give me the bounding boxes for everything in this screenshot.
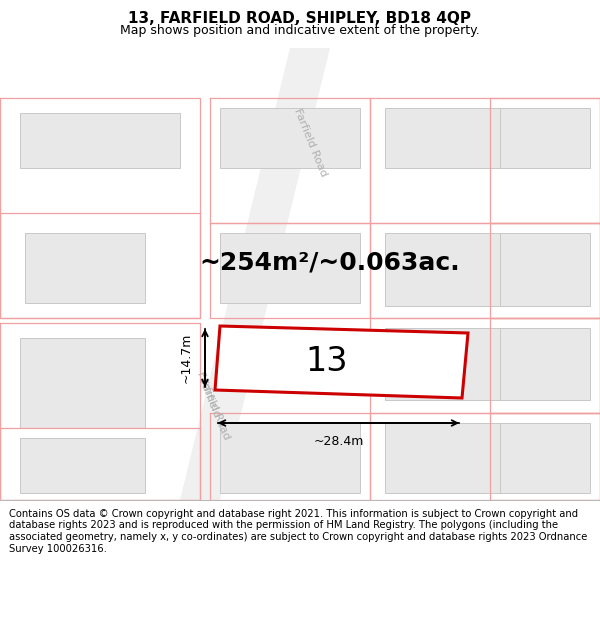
- Polygon shape: [500, 233, 590, 306]
- Text: Farfield r...: Farfield r...: [197, 377, 229, 435]
- Polygon shape: [220, 233, 360, 303]
- Polygon shape: [220, 423, 360, 493]
- Text: Map shows position and indicative extent of the property.: Map shows position and indicative extent…: [120, 24, 480, 38]
- Polygon shape: [20, 438, 145, 493]
- Polygon shape: [385, 423, 505, 493]
- Text: Farfield Road: Farfield Road: [292, 107, 328, 179]
- Polygon shape: [500, 328, 590, 400]
- Polygon shape: [500, 108, 590, 168]
- Polygon shape: [385, 108, 505, 168]
- Polygon shape: [25, 233, 145, 303]
- Polygon shape: [385, 328, 505, 400]
- Polygon shape: [220, 108, 360, 168]
- Text: Farfield Road: Farfield Road: [195, 371, 231, 441]
- Polygon shape: [20, 338, 145, 428]
- Polygon shape: [385, 233, 505, 306]
- Text: ~14.7m: ~14.7m: [180, 332, 193, 383]
- Polygon shape: [500, 423, 590, 493]
- Polygon shape: [180, 48, 330, 500]
- Polygon shape: [20, 113, 180, 168]
- Text: Contains OS data © Crown copyright and database right 2021. This information is : Contains OS data © Crown copyright and d…: [9, 509, 587, 554]
- Text: 13, FARFIELD ROAD, SHIPLEY, BD18 4QP: 13, FARFIELD ROAD, SHIPLEY, BD18 4QP: [128, 11, 472, 26]
- Polygon shape: [215, 326, 468, 398]
- Text: 13: 13: [305, 345, 347, 378]
- Text: ~254m²/~0.063ac.: ~254m²/~0.063ac.: [200, 251, 460, 275]
- Text: ~28.4m: ~28.4m: [313, 435, 364, 448]
